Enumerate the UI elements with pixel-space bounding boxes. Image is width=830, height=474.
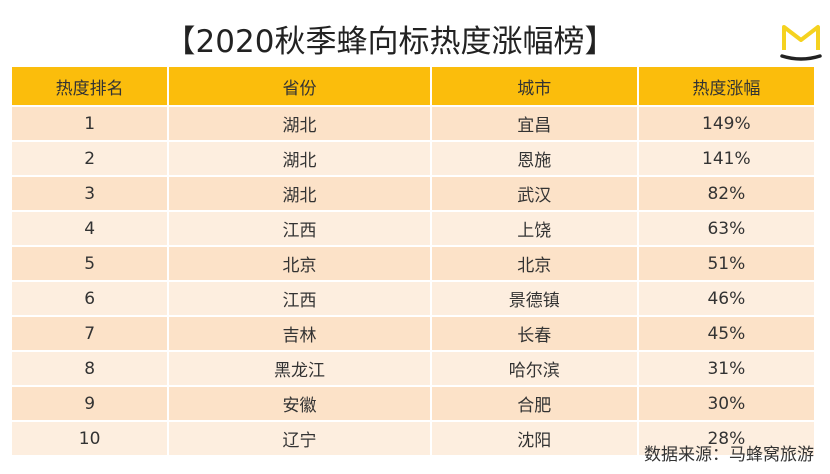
mafengwo-logo-icon [780,25,822,61]
cell-rank: 2 [12,142,168,175]
cell-city: 合肥 [431,387,637,420]
cell-province: 湖北 [169,177,430,210]
page-title: 【2020秋季蜂向标热度涨幅榜】 [164,24,616,60]
cell-city: 恩施 [431,142,637,175]
table-header-row: 热度排名 省份 城市 热度涨幅 [12,67,814,105]
cell-growth: 46% [638,282,814,315]
table-row: 9 安徽 合肥 30% [12,387,814,420]
cell-province: 江西 [169,212,430,245]
table-row: 2 湖北 恩施 141% [12,142,814,175]
cell-province: 湖北 [169,107,430,140]
cell-city: 上饶 [431,212,637,245]
cell-province: 北京 [169,247,430,280]
cell-rank: 1 [12,107,168,140]
cell-city: 宜昌 [431,107,637,140]
cell-growth: 141% [638,142,814,175]
cell-province: 黑龙江 [169,352,430,385]
data-source: 数据来源：马蜂窝旅游 [644,445,814,465]
table-row: 4 江西 上饶 63% [12,212,814,245]
cell-rank: 9 [12,387,168,420]
cell-rank: 7 [12,317,168,350]
column-header-province: 省份 [169,67,430,105]
cell-growth: 45% [638,317,814,350]
cell-growth: 82% [638,177,814,210]
table-row: 8 黑龙江 哈尔滨 31% [12,352,814,385]
column-header-rank: 热度排名 [12,67,168,105]
column-header-city: 城市 [431,67,637,105]
cell-rank: 6 [12,282,168,315]
cell-city: 武汉 [431,177,637,210]
cell-city: 沈阳 [431,422,637,455]
table-row: 3 湖北 武汉 82% [12,177,814,210]
table-row: 1 湖北 宜昌 149% [12,107,814,140]
cell-growth: 28% [638,422,814,455]
cell-city: 哈尔滨 [431,352,637,385]
cell-growth: 30% [638,387,814,420]
cell-province: 吉林 [169,317,430,350]
table-row: 5 北京 北京 51% [12,247,814,280]
cell-growth: 31% [638,352,814,385]
cell-growth: 63% [638,212,814,245]
table-row: 7 吉林 长春 45% [12,317,814,350]
cell-city: 长春 [431,317,637,350]
cell-city: 北京 [431,247,637,280]
cell-city: 景德镇 [431,282,637,315]
cell-rank: 5 [12,247,168,280]
cell-province: 辽宁 [169,422,430,455]
table-row: 6 江西 景德镇 46% [12,282,814,315]
cell-province: 江西 [169,282,430,315]
cell-province: 安徽 [169,387,430,420]
cell-growth: 51% [638,247,814,280]
ranking-table: 热度排名 省份 城市 热度涨幅 1 湖北 宜昌 149% 2 湖北 恩施 141% 3 湖北 武汉 82% 4… [10,65,816,457]
cell-rank: 8 [12,352,168,385]
cell-rank: 4 [12,212,168,245]
table-row: 10 辽宁 沈阳 28% [12,422,814,455]
cell-rank: 10 [12,422,168,455]
cell-province: 湖北 [169,142,430,175]
cell-growth: 149% [638,107,814,140]
cell-rank: 3 [12,177,168,210]
column-header-growth: 热度涨幅 [638,67,814,105]
